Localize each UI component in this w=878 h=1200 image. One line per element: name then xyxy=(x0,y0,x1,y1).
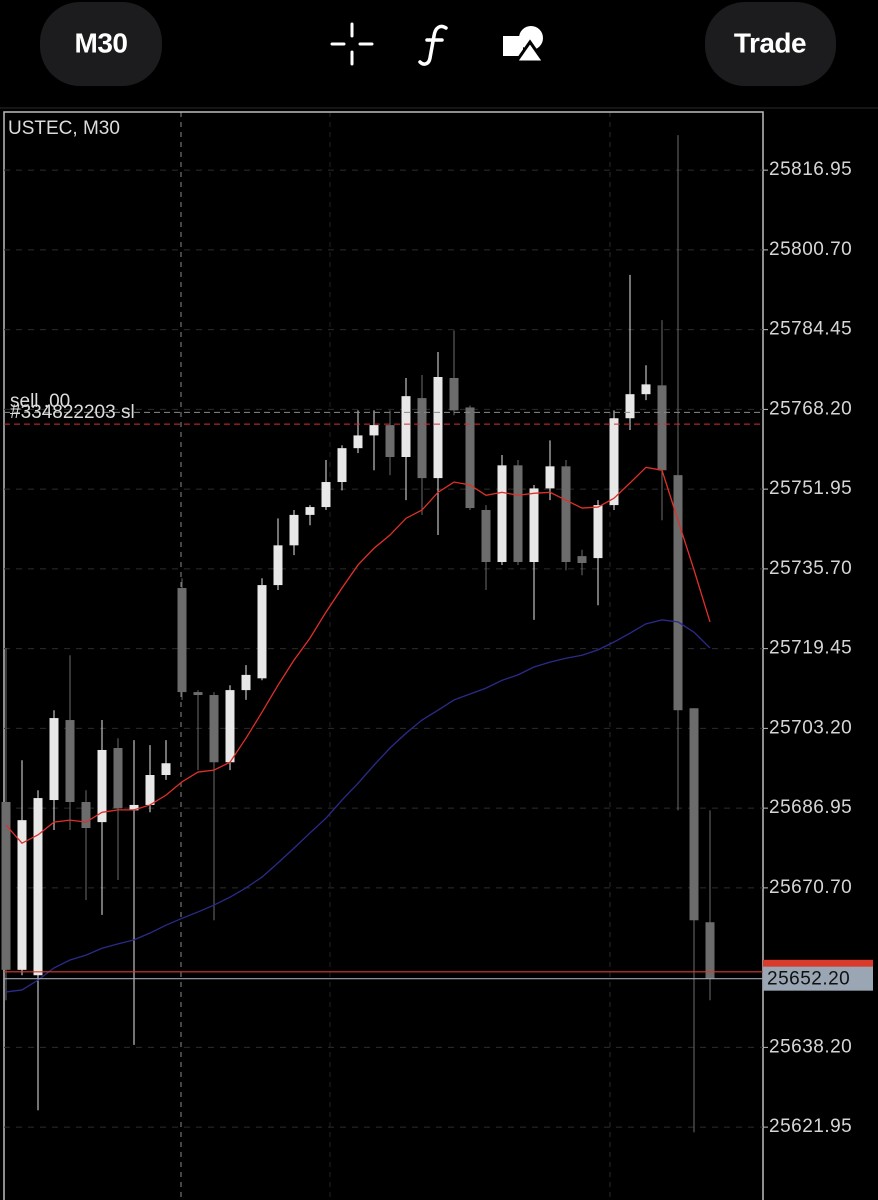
candle-body xyxy=(385,425,395,457)
candle-body xyxy=(177,588,187,693)
candle-body xyxy=(593,505,603,559)
candle-body xyxy=(609,418,619,506)
candle-body xyxy=(465,407,475,509)
candle-body xyxy=(449,377,459,411)
crosshair-icon[interactable] xyxy=(330,22,374,66)
candle-body xyxy=(577,556,587,564)
y-tick-label: 25816.95 xyxy=(769,159,852,180)
order-label: #334822203 sl xyxy=(10,402,135,423)
icon-shape[interactable] xyxy=(513,39,547,64)
candle-body xyxy=(481,510,491,563)
button-label[interactable]: Trade xyxy=(734,27,807,58)
candle-body xyxy=(257,585,267,679)
candle-body xyxy=(401,396,411,457)
candle-body xyxy=(1,801,11,970)
chart xyxy=(180,112,611,1200)
candle-body xyxy=(113,748,123,809)
bid-tag xyxy=(763,966,873,991)
candle-body xyxy=(145,775,155,805)
y-tick-label: 25751.95 xyxy=(769,478,852,499)
y-tick-label: 25670.70 xyxy=(769,877,852,898)
objects-icon[interactable] xyxy=(503,26,547,64)
y-tick-label: 25703.20 xyxy=(769,717,852,738)
y-tick-label: 25686.95 xyxy=(769,797,852,818)
chart-title: USTEC, M30 xyxy=(8,118,120,139)
candle-body xyxy=(81,801,91,829)
button-bg[interactable] xyxy=(705,2,836,86)
candle-body xyxy=(241,674,251,691)
button-bg[interactable] xyxy=(40,2,162,86)
candle-body xyxy=(49,718,59,801)
candle-body xyxy=(433,377,443,479)
trade-button[interactable]: Trade xyxy=(705,2,836,86)
candle-body xyxy=(641,384,651,395)
icon-stroke[interactable] xyxy=(418,24,448,66)
candle-body xyxy=(225,690,235,763)
y-tick-label: 25768.20 xyxy=(769,398,852,419)
candle-body xyxy=(657,385,667,471)
candle-body xyxy=(353,435,363,449)
timeframe-button[interactable]: M30 xyxy=(40,2,162,86)
candle-body xyxy=(337,448,347,483)
icon-shape[interactable] xyxy=(503,36,523,56)
candle-body xyxy=(129,804,139,811)
candle-body xyxy=(529,488,539,563)
moving-average xyxy=(5,619,711,993)
button-label[interactable]: M30 xyxy=(75,27,128,58)
y-tick-label: 25621.95 xyxy=(769,1116,852,1137)
candle-body xyxy=(305,507,315,515)
plot-frame xyxy=(3,111,764,1200)
candle-body xyxy=(561,466,571,563)
ask-tag xyxy=(763,959,873,970)
candle-body xyxy=(497,465,507,563)
candle-body xyxy=(417,398,427,479)
candle-body xyxy=(673,475,683,711)
candle-body xyxy=(625,394,635,419)
y-tick-label: 25735.70 xyxy=(769,558,852,579)
candle-body xyxy=(289,514,299,546)
y-tick-label: 25800.70 xyxy=(769,239,852,260)
candle-body xyxy=(705,922,715,979)
icon-shape[interactable] xyxy=(519,26,543,50)
order-side: sell .00 xyxy=(10,391,70,412)
candle-body xyxy=(33,798,43,976)
candle-body xyxy=(161,763,171,776)
candle-body xyxy=(513,465,523,563)
candle-body xyxy=(369,425,379,436)
candle-body xyxy=(97,749,107,823)
candle-body xyxy=(209,695,219,763)
candle-body xyxy=(689,708,699,921)
y-tick-label: 25719.45 xyxy=(769,638,852,659)
candle-body xyxy=(65,720,75,802)
candle-body xyxy=(273,545,283,586)
indicators-icon[interactable] xyxy=(418,24,448,66)
candle-body xyxy=(193,692,203,696)
y-tick-label: 25638.20 xyxy=(769,1036,852,1057)
bid-label: 25652.20 xyxy=(767,969,850,990)
candle-body xyxy=(321,482,331,508)
candle-body xyxy=(545,466,555,489)
candle-body xyxy=(17,820,27,970)
y-tick-label: 25784.45 xyxy=(769,319,852,340)
moving-average xyxy=(5,466,711,845)
